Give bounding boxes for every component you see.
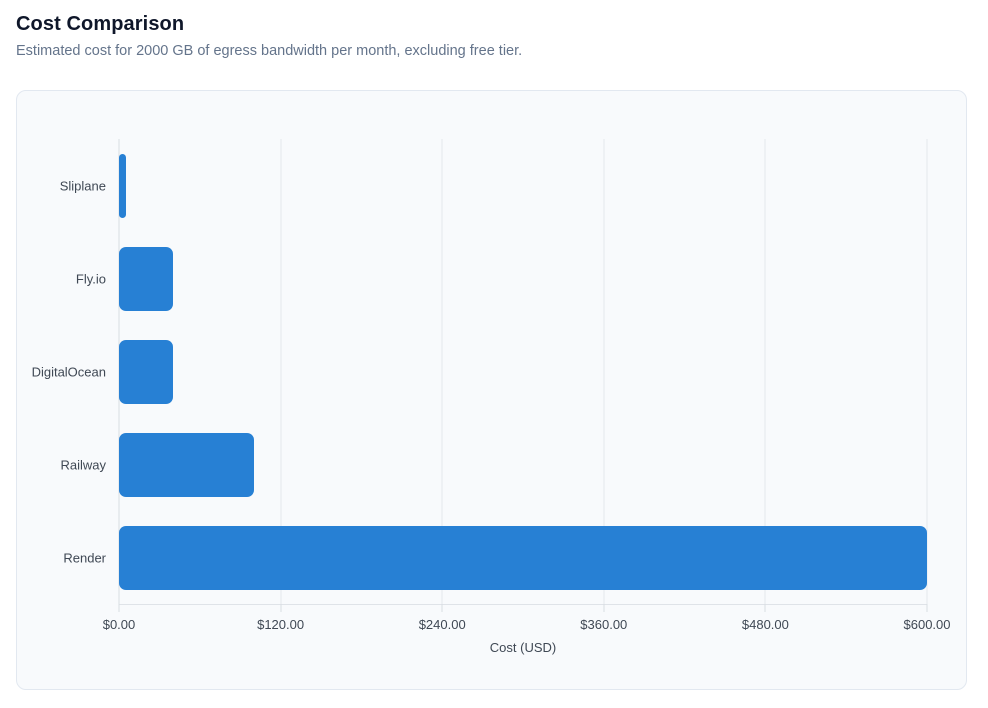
x-tick-label: $120.00 [257,617,305,632]
x-axis-tick [118,604,120,612]
category-label-digitalocean: DigitalOcean [31,364,106,379]
bar-sliplane [119,153,126,218]
gridline [441,139,443,604]
category-label-railway: Railway [60,457,106,472]
gridline [603,139,605,604]
x-axis-tick [926,604,928,612]
gridline [280,139,282,604]
chart-header: Cost Comparison Estimated cost for 2000 … [16,13,956,59]
x-tick-label: $240.00 [418,617,466,632]
x-axis-title: Cost (USD) [489,640,557,655]
gridline [926,139,928,604]
page-subtitle: Estimated cost for 2000 GB of egress ban… [16,43,523,59]
chart-card: Cost (USD) $0.00 $120.00 $240.00 $360.00 $48… [16,90,967,690]
gridline [764,139,766,604]
category-label-fly-io: Fly.io [75,271,106,286]
x-tick-label: $0.00 [102,617,136,632]
x-axis-tick [764,604,766,612]
x-tick-label: $600.00 [903,617,951,632]
bar-render [119,525,927,590]
category-label-render: Render [63,550,106,565]
x-tick-label: $480.00 [741,617,789,632]
page-title: Cost Comparison [16,13,185,35]
bar-fly-io [119,246,173,311]
x-axis-tick [280,604,282,612]
bar-railway [119,432,254,497]
x-tick-label: $360.00 [580,617,628,632]
category-label-sliplane: Sliplane [59,178,106,193]
bar-digitalocean [119,339,173,404]
x-axis-tick [441,604,443,612]
bar-chart-plot-area: Cost (USD) $0.00 $120.00 $240.00 $360.00 $48… [32,139,951,655]
x-axis-tick [603,604,605,612]
